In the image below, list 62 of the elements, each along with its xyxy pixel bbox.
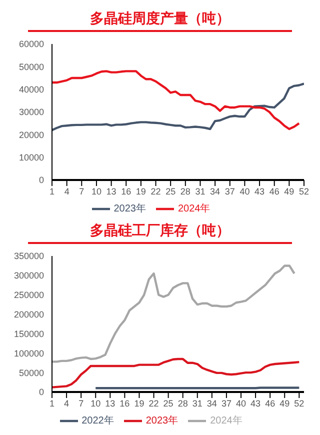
line-series (52, 70, 300, 130)
y-tick-label: 20000 (18, 130, 44, 140)
y-tick-label: 60000 (18, 39, 44, 50)
x-tick-label: 22 (150, 186, 161, 196)
x-tick-label: 13 (106, 186, 116, 196)
y-tick-label: 40000 (18, 84, 44, 95)
legend-label: 2024年 (210, 416, 242, 427)
legend-label: 2022年 (82, 416, 114, 427)
x-tick-label: 43 (254, 186, 265, 196)
x-tick-label: 49 (284, 186, 294, 196)
x-tick-label: 10 (91, 186, 102, 196)
legend-label: 2024年 (178, 204, 210, 215)
x-tick-label: 34 (206, 398, 217, 408)
x-tick-label: 25 (163, 398, 174, 408)
x-tick-label: 25 (166, 186, 176, 196)
line-series (52, 264, 296, 363)
x-tick-label: 34 (210, 186, 220, 196)
x-tick-label: 46 (269, 186, 280, 196)
x-tick-label: 19 (136, 186, 146, 196)
x-tick-label: 49 (280, 398, 290, 408)
y-tick-label: 200000 (14, 309, 44, 320)
x-tick-label: 28 (178, 398, 188, 408)
x-tick-label: 31 (192, 398, 202, 408)
x-tick-label: 19 (134, 398, 144, 408)
y-tick-label: 350000 (14, 251, 44, 262)
line-series (52, 358, 300, 388)
y-tick-label: 50000 (18, 368, 44, 378)
x-tick-label: 31 (195, 186, 206, 196)
x-tick-label: 40 (240, 186, 250, 196)
x-tick-label: 52 (298, 186, 310, 196)
y-tick-label: 30000 (18, 107, 44, 118)
x-tick-label: 37 (221, 398, 232, 408)
y-tick-label: 10000 (18, 152, 44, 163)
legend-label: 2023年 (146, 416, 178, 427)
x-tick-label: 52 (294, 398, 304, 408)
x-tick-label: 43 (250, 398, 261, 408)
y-tick-label: 150000 (14, 328, 44, 339)
x-tick-label: 1 (49, 186, 55, 196)
x-tick-label: 1 (49, 398, 55, 408)
x-tick-label: 40 (236, 398, 246, 408)
x-tick-label: 28 (180, 186, 190, 196)
chart-title: 多晶硅周度产量（吨） (90, 10, 230, 26)
y-tick-label: 0 (38, 387, 44, 398)
x-tick-label: 46 (265, 398, 276, 408)
x-tick-label: 16 (121, 186, 132, 196)
x-tick-label: 7 (79, 186, 84, 196)
x-tick-label: 7 (78, 398, 84, 408)
x-tick-label: 10 (90, 398, 101, 408)
legend-label: 2023年 (114, 204, 146, 215)
y-tick-label: 0 (38, 175, 44, 186)
x-tick-label: 4 (64, 186, 70, 196)
x-tick-label: 13 (105, 398, 116, 408)
y-tick-label: 50000 (18, 62, 44, 72)
y-tick-label: 250000 (14, 290, 44, 300)
y-tick-label: 100000 (14, 348, 44, 358)
x-tick-label: 37 (224, 186, 235, 196)
y-tick-label: 300000 (14, 270, 44, 281)
x-tick-label: 22 (148, 398, 159, 408)
chart-title: 多晶硅工厂库存（吨） (90, 222, 230, 238)
line-series (52, 82, 304, 132)
x-tick-label: 16 (120, 398, 130, 408)
x-tick-label: 4 (64, 398, 70, 408)
